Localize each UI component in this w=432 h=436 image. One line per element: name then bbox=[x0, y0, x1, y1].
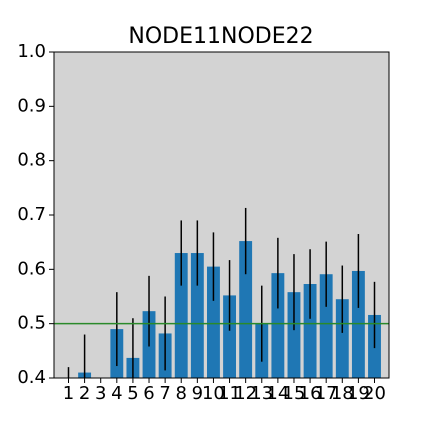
y-tick-label: 0.7 bbox=[17, 204, 46, 225]
bar bbox=[271, 273, 285, 378]
y-tick-label: 0.6 bbox=[17, 258, 46, 279]
x-tick-label: 5 bbox=[127, 383, 138, 404]
x-tick-label: 17 bbox=[315, 383, 338, 404]
x-tick-label: 10 bbox=[202, 383, 225, 404]
x-tick-label: 4 bbox=[111, 383, 122, 404]
bar bbox=[239, 241, 253, 378]
x-tick-label: 12 bbox=[234, 383, 257, 404]
x-tick-label: 20 bbox=[363, 383, 386, 404]
x-tick-label: 11 bbox=[218, 383, 241, 404]
x-tick-label: 7 bbox=[159, 383, 170, 404]
x-tick-label: 13 bbox=[250, 383, 273, 404]
x-tick-label: 8 bbox=[176, 383, 187, 404]
plot-layer bbox=[54, 207, 389, 378]
y-tick-label: 0.5 bbox=[17, 313, 46, 334]
bar bbox=[190, 253, 204, 378]
chart-title: NODE11NODE22 bbox=[128, 24, 313, 49]
x-tick-label: 9 bbox=[192, 383, 203, 404]
x-tick-label: 2 bbox=[79, 383, 90, 404]
x-tick-label: 6 bbox=[143, 383, 154, 404]
bar bbox=[351, 270, 365, 378]
x-tick-label: 16 bbox=[299, 383, 322, 404]
y-tick-label: 0.4 bbox=[17, 367, 46, 388]
bar bbox=[207, 266, 220, 378]
x-tick-label: 18 bbox=[331, 383, 354, 404]
x-tick-label: 3 bbox=[95, 383, 106, 404]
bar bbox=[174, 253, 188, 378]
y-tick-label: 0.9 bbox=[17, 95, 46, 116]
x-tick-label: 19 bbox=[347, 383, 370, 404]
bar bbox=[287, 292, 301, 378]
bar bbox=[319, 274, 333, 378]
bar bbox=[303, 284, 317, 378]
bar bbox=[223, 295, 236, 378]
y-tick-label: 1.0 bbox=[17, 41, 46, 62]
bar bbox=[335, 299, 349, 378]
x-tick-label: 1 bbox=[63, 383, 74, 404]
x-tick-label: 14 bbox=[266, 383, 289, 404]
x-tick-label: 15 bbox=[283, 383, 306, 404]
y-tick-label: 0.8 bbox=[17, 150, 46, 171]
